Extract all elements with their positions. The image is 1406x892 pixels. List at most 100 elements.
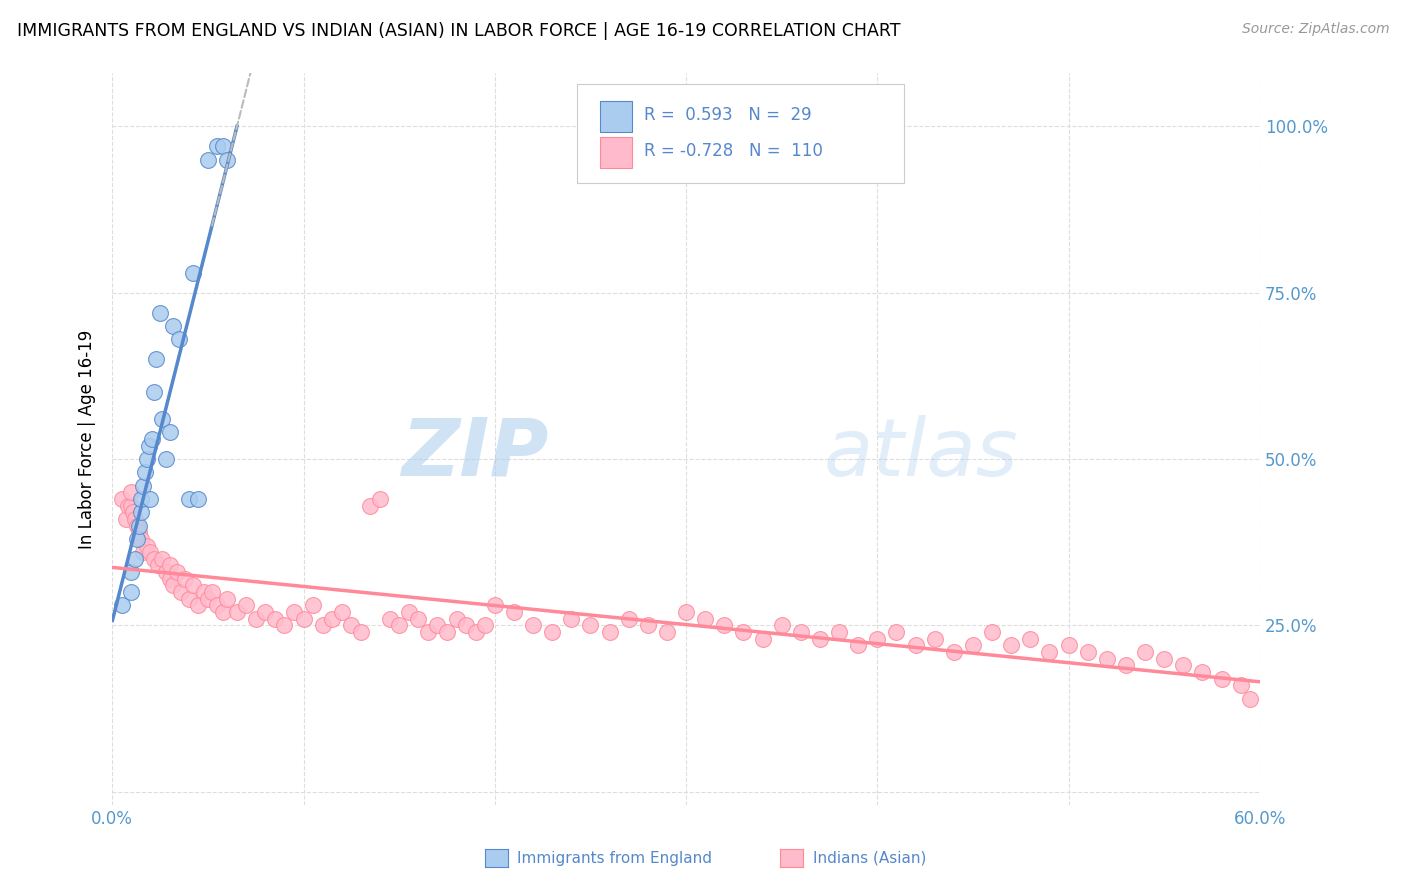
Point <box>135 539 157 553</box>
Point <box>1173 658 1195 673</box>
Point <box>111 491 134 506</box>
Point <box>174 572 197 586</box>
Point <box>464 625 486 640</box>
Point <box>751 632 773 646</box>
Point <box>124 551 146 566</box>
Point <box>1229 678 1251 692</box>
Point <box>655 625 678 640</box>
Point <box>1095 651 1118 665</box>
Point <box>111 599 134 613</box>
Point <box>254 605 277 619</box>
Point <box>456 618 478 632</box>
Point <box>1191 665 1213 679</box>
Point <box>1153 651 1175 665</box>
Text: Immigrants from England: Immigrants from England <box>517 851 713 865</box>
Point <box>675 605 697 619</box>
Text: Indians (Asian): Indians (Asian) <box>813 851 927 865</box>
Point <box>129 491 152 506</box>
Point <box>484 599 506 613</box>
Point <box>522 618 544 632</box>
Point <box>808 632 831 646</box>
Y-axis label: In Labor Force | Age 16-19: In Labor Force | Age 16-19 <box>79 329 96 549</box>
Point <box>139 491 162 506</box>
Point <box>225 605 247 619</box>
Text: atlas: atlas <box>824 415 1018 492</box>
Point <box>120 585 142 599</box>
Point <box>713 618 735 632</box>
Point <box>197 153 219 167</box>
Point <box>197 591 219 606</box>
Point <box>235 599 257 613</box>
Point <box>117 499 139 513</box>
Point <box>159 572 181 586</box>
Point <box>292 612 315 626</box>
Point <box>302 599 325 613</box>
Point <box>139 545 162 559</box>
Point <box>436 625 458 640</box>
Point <box>981 625 1004 640</box>
Point <box>134 465 156 479</box>
Point <box>406 612 429 626</box>
Point <box>1211 672 1233 686</box>
Point <box>1133 645 1156 659</box>
Point <box>446 612 468 626</box>
Point <box>1077 645 1099 659</box>
Point <box>541 625 564 640</box>
Point <box>122 505 145 519</box>
Point <box>155 452 177 467</box>
Point <box>143 551 166 566</box>
Point <box>177 591 200 606</box>
Point <box>359 499 381 513</box>
Point <box>733 625 755 640</box>
Point <box>150 551 173 566</box>
Point <box>1239 691 1261 706</box>
Point <box>790 625 813 640</box>
Point <box>177 491 200 506</box>
Point <box>283 605 305 619</box>
Point <box>129 532 152 546</box>
Point <box>162 578 184 592</box>
Point <box>212 605 235 619</box>
Point <box>201 585 224 599</box>
FancyBboxPatch shape <box>576 84 904 183</box>
Point <box>167 332 190 346</box>
Point <box>770 618 793 632</box>
Point <box>886 625 908 640</box>
Text: Source: ZipAtlas.com: Source: ZipAtlas.com <box>1241 22 1389 37</box>
Point <box>114 512 136 526</box>
Point <box>207 139 229 153</box>
Point <box>162 318 184 333</box>
Point <box>187 599 209 613</box>
Point <box>1115 658 1137 673</box>
Point <box>245 612 267 626</box>
Point <box>924 632 946 646</box>
Point <box>120 485 142 500</box>
Point <box>132 478 155 492</box>
Point <box>135 452 157 467</box>
Point <box>181 578 204 592</box>
Point <box>368 491 391 506</box>
Point <box>416 625 439 640</box>
Point <box>503 605 526 619</box>
Point <box>599 625 621 640</box>
Point <box>141 432 163 446</box>
Text: IMMIGRANTS FROM ENGLAND VS INDIAN (ASIAN) IN LABOR FORCE | AGE 16-19 CORRELATION: IMMIGRANTS FROM ENGLAND VS INDIAN (ASIAN… <box>17 22 900 40</box>
Point <box>904 638 927 652</box>
Point <box>263 612 285 626</box>
Point <box>617 612 640 626</box>
Point <box>146 558 169 573</box>
Text: R = -0.728   N =  110: R = -0.728 N = 110 <box>644 143 823 161</box>
Point <box>311 618 333 632</box>
Point <box>155 565 177 579</box>
Point <box>138 439 160 453</box>
Point <box>149 305 172 319</box>
Point <box>273 618 295 632</box>
Point <box>128 518 150 533</box>
Point <box>159 425 181 440</box>
Point <box>560 612 582 626</box>
Point <box>340 618 363 632</box>
Point <box>129 505 152 519</box>
Point <box>187 491 209 506</box>
Point <box>579 618 602 632</box>
Point <box>215 153 238 167</box>
